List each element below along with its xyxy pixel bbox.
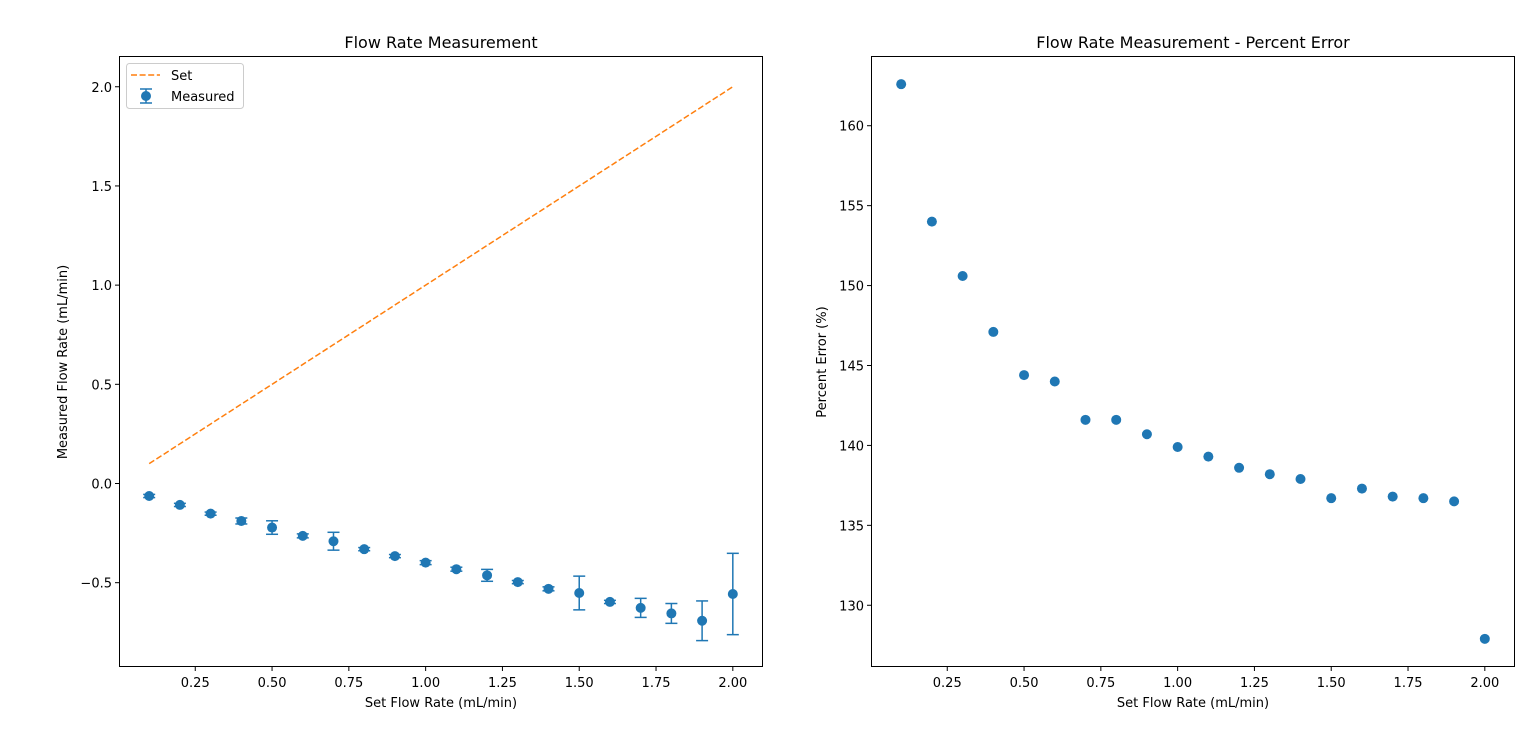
percent-error-point xyxy=(1049,376,1060,387)
measured-point xyxy=(666,608,677,619)
measured-flow-y-tick-label: 2.0 xyxy=(91,81,112,96)
measured-point xyxy=(359,544,370,555)
measured-flow-x-tick-label: 0.50 xyxy=(258,676,287,691)
percent-error-x-tick-label: 1.50 xyxy=(1317,676,1346,691)
percent-error-point xyxy=(1326,493,1337,504)
measured-flow-y-tick-label: 1.5 xyxy=(91,180,112,195)
measured-point xyxy=(574,587,585,598)
percent-error-point xyxy=(1141,429,1152,440)
percent-error-point xyxy=(1234,462,1245,473)
percent-error-x-axis-label: Set Flow Rate (mL/min) xyxy=(1117,696,1269,711)
measured-point xyxy=(420,557,431,568)
measured-flow-x-tick-label: 0.75 xyxy=(334,676,363,691)
measured-flow-x-tick-label: 2.00 xyxy=(718,676,747,691)
measured-point xyxy=(451,564,462,575)
measured-flow-chart-title: Flow Rate Measurement xyxy=(344,33,537,52)
percent-error-x-ticks: 0.25 0.50 0.75 1.00 1.25 1.50 1.75 2.00 xyxy=(933,666,1499,691)
measured-point xyxy=(144,490,155,501)
measured-flow-y-tick-label: 0.5 xyxy=(91,378,112,393)
legend-measured-label: Measured xyxy=(171,90,235,105)
measured-flow-y-tick-label: 1.0 xyxy=(91,279,112,294)
percent-error-point xyxy=(1203,451,1214,462)
percent-error-point xyxy=(1295,473,1306,484)
measured-flow-y-ticks: −0.5 0.0 0.5 1.0 1.5 2.0 xyxy=(80,81,120,592)
percent-error-point xyxy=(988,326,999,337)
measured-point xyxy=(236,515,247,526)
percent-error-x-tick-label: 1.75 xyxy=(1394,676,1423,691)
percent-error-point xyxy=(1418,493,1429,504)
measured-point xyxy=(174,499,185,510)
percent-error-point xyxy=(1080,414,1091,425)
measured-flow-x-tick-label: 1.75 xyxy=(642,676,671,691)
percent-error-point xyxy=(896,79,907,90)
percent-error-y-tick-label: 135 xyxy=(839,519,864,534)
measured-flow-x-axis-label: Set Flow Rate (mL/min) xyxy=(365,696,517,711)
measured-flow-chart: 0.25 0.50 0.75 1.00 1.25 1.50 1.75 2.00 −0.5 0.0… xyxy=(56,33,763,711)
measured-flow-x-tick-label: 0.25 xyxy=(181,676,210,691)
percent-error-x-tick-label: 1.00 xyxy=(1163,676,1192,691)
percent-error-point xyxy=(1479,633,1490,644)
percent-error-point xyxy=(1387,491,1398,502)
percent-error-point xyxy=(1019,370,1030,381)
measured-flow-x-tick-label: 1.50 xyxy=(565,676,594,691)
legend: Set Measured xyxy=(126,63,244,109)
measured-point xyxy=(604,596,615,607)
percent-error-y-tick-label: 155 xyxy=(839,200,864,215)
measured-point xyxy=(635,602,646,613)
percent-error-point xyxy=(1172,442,1183,453)
legend-measured-marker xyxy=(141,91,151,101)
measured-point xyxy=(297,530,308,541)
measured-flow-y-tick-label: −0.5 xyxy=(80,577,112,592)
percent-error-point xyxy=(957,270,968,281)
measured-flow-y-tick-label: 0.0 xyxy=(91,477,112,492)
percent-error-axes-frame xyxy=(871,56,1515,667)
measured-flow-x-tick-label: 1.00 xyxy=(411,676,440,691)
legend-box xyxy=(126,63,244,109)
set-flow-line xyxy=(148,86,734,465)
percent-error-x-tick-label: 2.00 xyxy=(1470,676,1499,691)
percent-error-point xyxy=(926,216,937,227)
percent-error-plot-area xyxy=(896,79,1490,644)
measured-point xyxy=(727,588,738,599)
percent-error-y-tick-label: 145 xyxy=(839,359,864,374)
measured-point xyxy=(482,570,493,581)
measured-point xyxy=(389,551,400,562)
percent-error-x-tick-label: 0.25 xyxy=(933,676,962,691)
measured-point xyxy=(697,615,708,626)
measured-point xyxy=(543,583,554,594)
measured-point xyxy=(328,536,339,547)
percent-error-x-tick-label: 1.25 xyxy=(1240,676,1269,691)
percent-error-point xyxy=(1111,414,1122,425)
percent-error-y-tick-label: 140 xyxy=(839,439,864,454)
percent-error-x-tick-label: 0.75 xyxy=(1086,676,1115,691)
percent-error-point xyxy=(1264,469,1275,480)
measured-flow-plot-area xyxy=(143,86,739,642)
percent-error-y-axis-label: Percent Error (%) xyxy=(815,306,830,417)
percent-error-y-tick-label: 150 xyxy=(839,280,864,295)
percent-error-chart: 0.25 0.50 0.75 1.00 1.25 1.50 1.75 2.00 1301351… xyxy=(815,33,1515,711)
measured-flow-y-axis-label: Measured Flow Rate (mL/min) xyxy=(56,265,71,459)
percent-error-point xyxy=(1356,483,1367,494)
measured-flow-axes-frame xyxy=(119,56,763,667)
percent-error-x-tick-label: 0.50 xyxy=(1010,676,1039,691)
measured-flow-x-ticks: 0.25 0.50 0.75 1.00 1.25 1.50 1.75 2.00 xyxy=(181,666,747,691)
measured-point xyxy=(267,522,278,533)
measured-point xyxy=(205,508,216,519)
legend-set-label: Set xyxy=(171,69,192,84)
measured-flow-x-tick-label: 1.25 xyxy=(488,676,517,691)
percent-error-y-ticks: 130 135 140 145 150 155 160 xyxy=(839,120,872,614)
percent-error-chart-title: Flow Rate Measurement - Percent Error xyxy=(1036,33,1350,52)
percent-error-y-tick-label: 160 xyxy=(839,120,864,135)
percent-error-y-tick-label: 130 xyxy=(839,599,864,614)
measured-point xyxy=(512,577,523,588)
percent-error-point xyxy=(1449,496,1460,507)
